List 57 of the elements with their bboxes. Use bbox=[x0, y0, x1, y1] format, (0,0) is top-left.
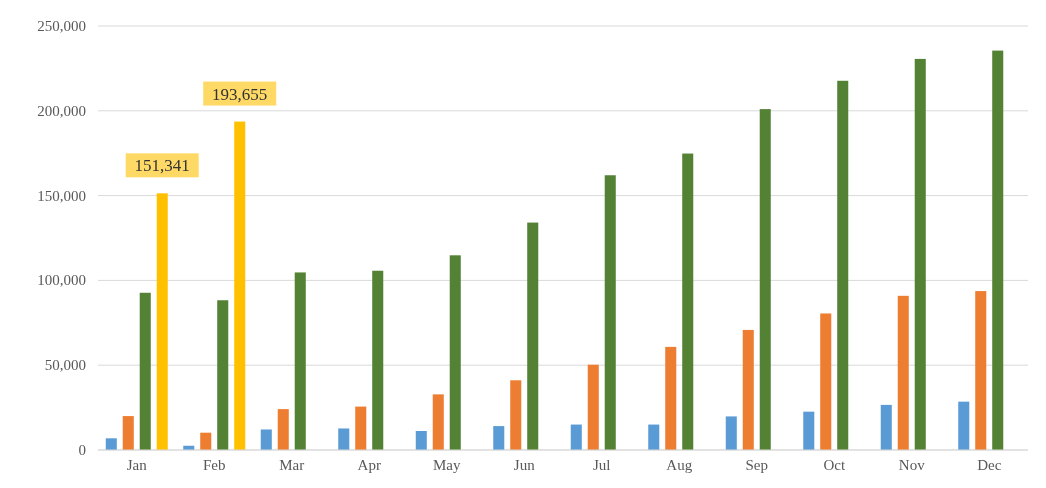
bar bbox=[105, 438, 117, 450]
bar bbox=[570, 424, 582, 450]
bar bbox=[725, 416, 737, 450]
bar bbox=[587, 364, 599, 450]
bar bbox=[432, 394, 444, 450]
bar bbox=[510, 380, 522, 450]
x-tick-label: Jun bbox=[513, 457, 536, 473]
bar bbox=[260, 429, 272, 450]
x-tick-label: Aug bbox=[666, 457, 693, 473]
bar bbox=[338, 428, 350, 450]
y-tick-label: 200,000 bbox=[37, 102, 86, 119]
bar bbox=[277, 409, 289, 450]
data-label: 151,341 bbox=[134, 156, 190, 176]
bar bbox=[604, 175, 616, 450]
bar bbox=[355, 406, 367, 450]
bar bbox=[759, 109, 771, 450]
bar bbox=[200, 432, 212, 450]
bar bbox=[294, 272, 306, 450]
bar bbox=[372, 270, 384, 450]
bar bbox=[975, 291, 987, 450]
data-label: 193,655 bbox=[212, 84, 268, 104]
x-tick-label: Oct bbox=[823, 457, 846, 473]
bar bbox=[914, 58, 926, 450]
bar bbox=[880, 404, 892, 450]
bar bbox=[493, 426, 505, 450]
x-tick-label: Jan bbox=[126, 457, 148, 473]
bar bbox=[415, 431, 427, 450]
y-tick-label: 100,000 bbox=[37, 272, 86, 289]
bar bbox=[803, 411, 815, 450]
y-tick-label: 150,000 bbox=[37, 187, 86, 204]
bar bbox=[156, 193, 168, 450]
x-tick-label: Feb bbox=[203, 457, 226, 473]
bar bbox=[217, 300, 229, 450]
bar bbox=[648, 424, 660, 450]
x-tick-label: Nov bbox=[898, 457, 926, 473]
bar bbox=[682, 153, 694, 450]
bar bbox=[665, 346, 677, 450]
bar bbox=[820, 313, 832, 450]
x-tick-label: May bbox=[433, 457, 461, 473]
x-tick-label: Sep bbox=[745, 457, 768, 473]
bar bbox=[742, 329, 754, 450]
x-tick-label: Apr bbox=[357, 457, 381, 473]
bar bbox=[992, 50, 1004, 450]
bar bbox=[122, 416, 134, 450]
y-tick-label: 0 bbox=[78, 442, 86, 458]
bar bbox=[234, 121, 246, 450]
bar bbox=[837, 80, 849, 450]
x-tick-label: Jul bbox=[592, 457, 611, 473]
bar bbox=[897, 295, 909, 450]
bar bbox=[958, 401, 970, 450]
y-tick-label: 250,000 bbox=[37, 18, 86, 34]
x-tick-label: Mar bbox=[279, 457, 305, 473]
bar bbox=[139, 292, 151, 450]
x-tick-label: Dec bbox=[977, 457, 1002, 473]
bar bbox=[527, 222, 539, 450]
y-tick-label: 50,000 bbox=[44, 357, 86, 374]
bar bbox=[449, 255, 461, 450]
